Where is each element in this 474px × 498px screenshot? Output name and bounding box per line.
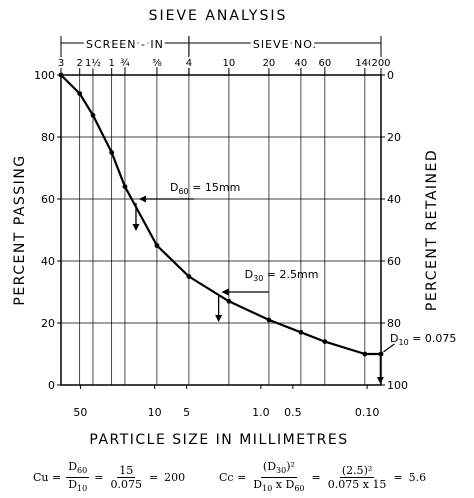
y2-axis-ticks: 100 80 60 40 20 0 [381, 69, 408, 392]
x-axis-ticks: 50 10 5 1.0 0.5 0.10 [73, 385, 379, 419]
cc-result: 5.6 [408, 471, 427, 485]
top-tick-label: 200 [371, 58, 390, 69]
x-tick-label: 50 [73, 406, 87, 419]
top-sieve-axis: SCREEN - IN SIEVE NO. 3 2 1½ 1 ¾ ⅜ 4 10 20 40 60 1402… [56, 35, 393, 75]
y2-tick-label: 60 [387, 255, 401, 268]
top-tick-label: 3 [58, 58, 64, 69]
y2-tick-label: 100 [387, 379, 408, 392]
annotation-label: D30 = 2.5mm [245, 268, 319, 283]
cc-f1-num: (D30)² [260, 460, 297, 479]
cc-eq1: = [311, 471, 321, 485]
x-tick-label: 1.0 [252, 406, 270, 419]
data-point [266, 317, 272, 323]
top-tick-label: 1½ [85, 57, 101, 69]
cu-f2-den: 0.075 [110, 478, 142, 492]
cc-eq2: = [393, 471, 403, 485]
y2-tick-label: 80 [387, 317, 401, 330]
cc-formula: Cc = (D30)² D10 x D60 = (2.5)² 0.075 x 15 = 5.6 [216, 460, 429, 495]
data-point [322, 339, 328, 344]
grid [61, 75, 381, 385]
annotations: D60 = 15mm D30 = 2.5mm D10 = 0.075 [132, 181, 456, 384]
top-tick-label: 2 [77, 58, 83, 69]
y-tick-label: 40 [41, 255, 55, 268]
data-point [378, 351, 384, 357]
y-tick-label: 80 [41, 131, 55, 144]
cc-f2-den: 0.075 x 15 [327, 478, 387, 492]
cc-f1-den: D10 x D60 [253, 478, 305, 494]
cc-lhs: Cc = [219, 471, 247, 485]
y-tick-label: 100 [34, 69, 55, 82]
cc-fraction-2: (2.5)² 0.075 x 15 [326, 464, 389, 491]
cu-fraction-2: 15 0.075 [108, 464, 144, 491]
arrow-head [376, 377, 384, 384]
y2-tick-label: 0 [387, 69, 394, 82]
cu-f2-num: 15 [117, 464, 136, 479]
x-tick-label: 0.10 [355, 406, 380, 419]
cu-lhs: Cu = [33, 471, 62, 485]
cu-f1-num: D60 [66, 460, 90, 479]
arrow-head [221, 288, 229, 296]
arrow-head [215, 315, 223, 322]
y2-tick-label: 40 [387, 193, 401, 206]
x-axis-label: PARTICLE SIZE IN MILLIMETRES [89, 432, 348, 448]
y2-tick-label: 20 [387, 131, 401, 144]
data-point [298, 329, 304, 335]
x-tick-label: 10 [148, 406, 162, 419]
cu-f1-den: D10 [68, 478, 88, 494]
top-tick-label: 40 [295, 58, 308, 69]
data-point [154, 243, 160, 248]
series-line [60, 74, 381, 356]
top-tick-label: 20 [263, 58, 276, 69]
data-point [90, 112, 96, 118]
data-point [362, 351, 368, 357]
plot-frame [60, 74, 382, 386]
annotation-label: D60 = 15mm [170, 181, 240, 196]
y-tick-label: 20 [41, 317, 55, 330]
x-tick-label: 5 [183, 406, 190, 419]
top-group-label: SCREEN - IN [86, 38, 164, 51]
cu-eq2: = [148, 471, 159, 485]
chart-title: SIEVE ANALYSIS [149, 8, 288, 24]
x-tick-label: 0.5 [284, 406, 302, 419]
cu-eq1: = [94, 471, 104, 485]
y2-axis-label: PERCENT RETAINED [424, 149, 440, 311]
cc-f2-num: (2.5)² [339, 464, 375, 479]
y-axis-label: PERCENT PASSING [12, 154, 28, 305]
arrow-head [138, 195, 146, 203]
top-group-label: SIEVE NO. [253, 38, 317, 51]
data-point [122, 184, 128, 190]
y-axis-ticks: 0 20 40 60 80 100 [34, 69, 61, 392]
top-tick-label: ¾ [120, 58, 130, 69]
annotation-label: D10 = 0.075 [390, 332, 456, 347]
data-point [226, 298, 232, 304]
cu-fraction-1: D60 D10 [66, 460, 90, 495]
data-point [77, 91, 83, 96]
data-point [109, 150, 115, 155]
cu-result: 200 [164, 471, 186, 485]
y-tick-label: 0 [48, 379, 55, 392]
y-tick-label: 60 [41, 193, 55, 206]
cu-formula: Cu = D60 D10 = 15 0.075 = 200 [30, 460, 188, 495]
top-tick-label: 4 [186, 58, 192, 69]
top-tick-label: 10 [223, 58, 236, 69]
data-point [186, 274, 192, 279]
top-tick-label: 1 [108, 58, 114, 69]
data-point [58, 72, 64, 78]
top-tick-label: ⅜ [152, 58, 162, 69]
cc-fraction-1: (D30)² D10 x D60 [251, 460, 306, 495]
top-tick-label: 60 [318, 58, 331, 69]
top-tick-label: 140 [355, 58, 374, 69]
arrow-head [132, 224, 140, 231]
series-grading-curve [58, 72, 384, 357]
annotation-leader [383, 343, 395, 353]
